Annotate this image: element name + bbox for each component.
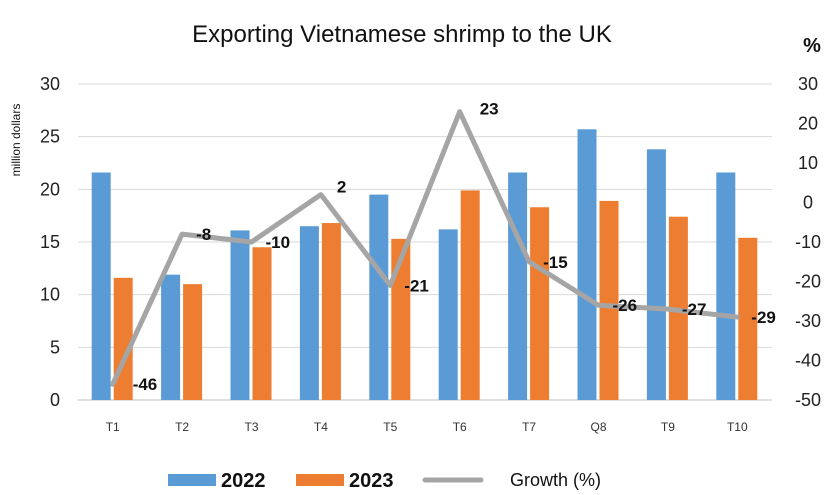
legend-label-growth: Growth (%)	[510, 470, 601, 490]
x-tick-label: T2	[175, 420, 189, 434]
x-tick-label: T5	[383, 420, 397, 434]
y-tick-label: 20	[40, 179, 60, 199]
bar-2023	[183, 284, 203, 400]
x-axis-ticks: T1 T2 T3 T4 T5 T6 T7 Q8 T9 T10	[106, 420, 748, 434]
x-tick-label: T9	[661, 420, 675, 434]
x-tick-label: T10	[727, 420, 748, 434]
growth-data-label: -46	[133, 375, 158, 394]
growth-data-label: -26	[613, 296, 638, 315]
gridlines	[78, 83, 772, 401]
growth-data-label: -29	[751, 308, 776, 327]
growth-line	[110, 109, 740, 387]
x-tick-label: T3	[244, 420, 258, 434]
x-tick-label: T6	[453, 420, 467, 434]
bars	[91, 129, 758, 400]
y-tick-label: 0	[50, 390, 60, 410]
bar-2022	[91, 172, 111, 400]
bar-2023	[599, 200, 619, 400]
growth-data-label: -27	[682, 300, 707, 319]
y2-tick-label: -40	[795, 351, 821, 371]
growth-data-label: 2	[337, 178, 346, 197]
bar-2022	[716, 172, 736, 400]
y2-axis-ticks: 30 20 10 0 -10 -20 -30 -40 -50	[795, 74, 821, 410]
y2-tick-label: -30	[795, 311, 821, 331]
y-tick-label: 25	[40, 127, 60, 147]
growth-data-label: 23	[480, 100, 499, 119]
bar-2023	[530, 207, 550, 400]
y-tick-label: 15	[40, 232, 60, 252]
bar-2022	[230, 230, 250, 400]
x-tick-label: T1	[106, 420, 120, 434]
x-tick-label: T4	[314, 420, 328, 434]
legend-label-2022: 2022	[221, 470, 266, 492]
legend: 2022 2023 Growth (%)	[168, 470, 601, 492]
y2-tick-label: -20	[795, 272, 821, 292]
bar-2023	[738, 237, 758, 400]
legend-swatch-2023	[296, 474, 344, 486]
bar-2023	[252, 247, 272, 400]
bar-2022	[161, 274, 181, 400]
y2-tick-label: 10	[798, 153, 818, 173]
bar-2022	[577, 129, 597, 400]
bar-2022	[508, 172, 528, 400]
x-tick-label: Q8	[590, 420, 606, 434]
growth-line-group: -46 -8 -10 2 -21 23 -15 -26 -27 -29	[110, 100, 776, 394]
y2-tick-label: 30	[798, 74, 818, 94]
y-axis-ticks: 0 5 10 15 20 25 30	[40, 74, 60, 410]
bar-2022	[646, 149, 666, 400]
x-tick-label: T7	[522, 420, 536, 434]
growth-data-label: -15	[543, 253, 568, 272]
bar-2022	[438, 229, 458, 400]
bar-2022	[299, 226, 319, 400]
chart-title: Exporting Vietnamese shrimp to the UK	[192, 21, 612, 48]
growth-data-label: -10	[266, 233, 291, 252]
bar-2023	[321, 223, 341, 400]
y2-tick-label: -10	[795, 232, 821, 252]
bar-2023	[460, 190, 480, 400]
y2-tick-label: -50	[795, 390, 821, 410]
legend-label-2023: 2023	[349, 470, 394, 492]
y-axis-label: million dollars	[9, 104, 23, 177]
growth-data-label: -8	[196, 225, 211, 244]
y-tick-label: 10	[40, 285, 60, 305]
y2-tick-label: 20	[798, 114, 818, 134]
legend-swatch-2022	[168, 474, 216, 486]
growth-data-label: -21	[404, 276, 429, 295]
y-tick-label: 5	[50, 337, 60, 357]
y2-axis-label: %	[803, 35, 821, 57]
bar-2022	[369, 194, 389, 400]
bar-2023	[391, 238, 411, 400]
y2-tick-label: 0	[803, 193, 813, 213]
y-tick-label: 30	[40, 74, 60, 94]
